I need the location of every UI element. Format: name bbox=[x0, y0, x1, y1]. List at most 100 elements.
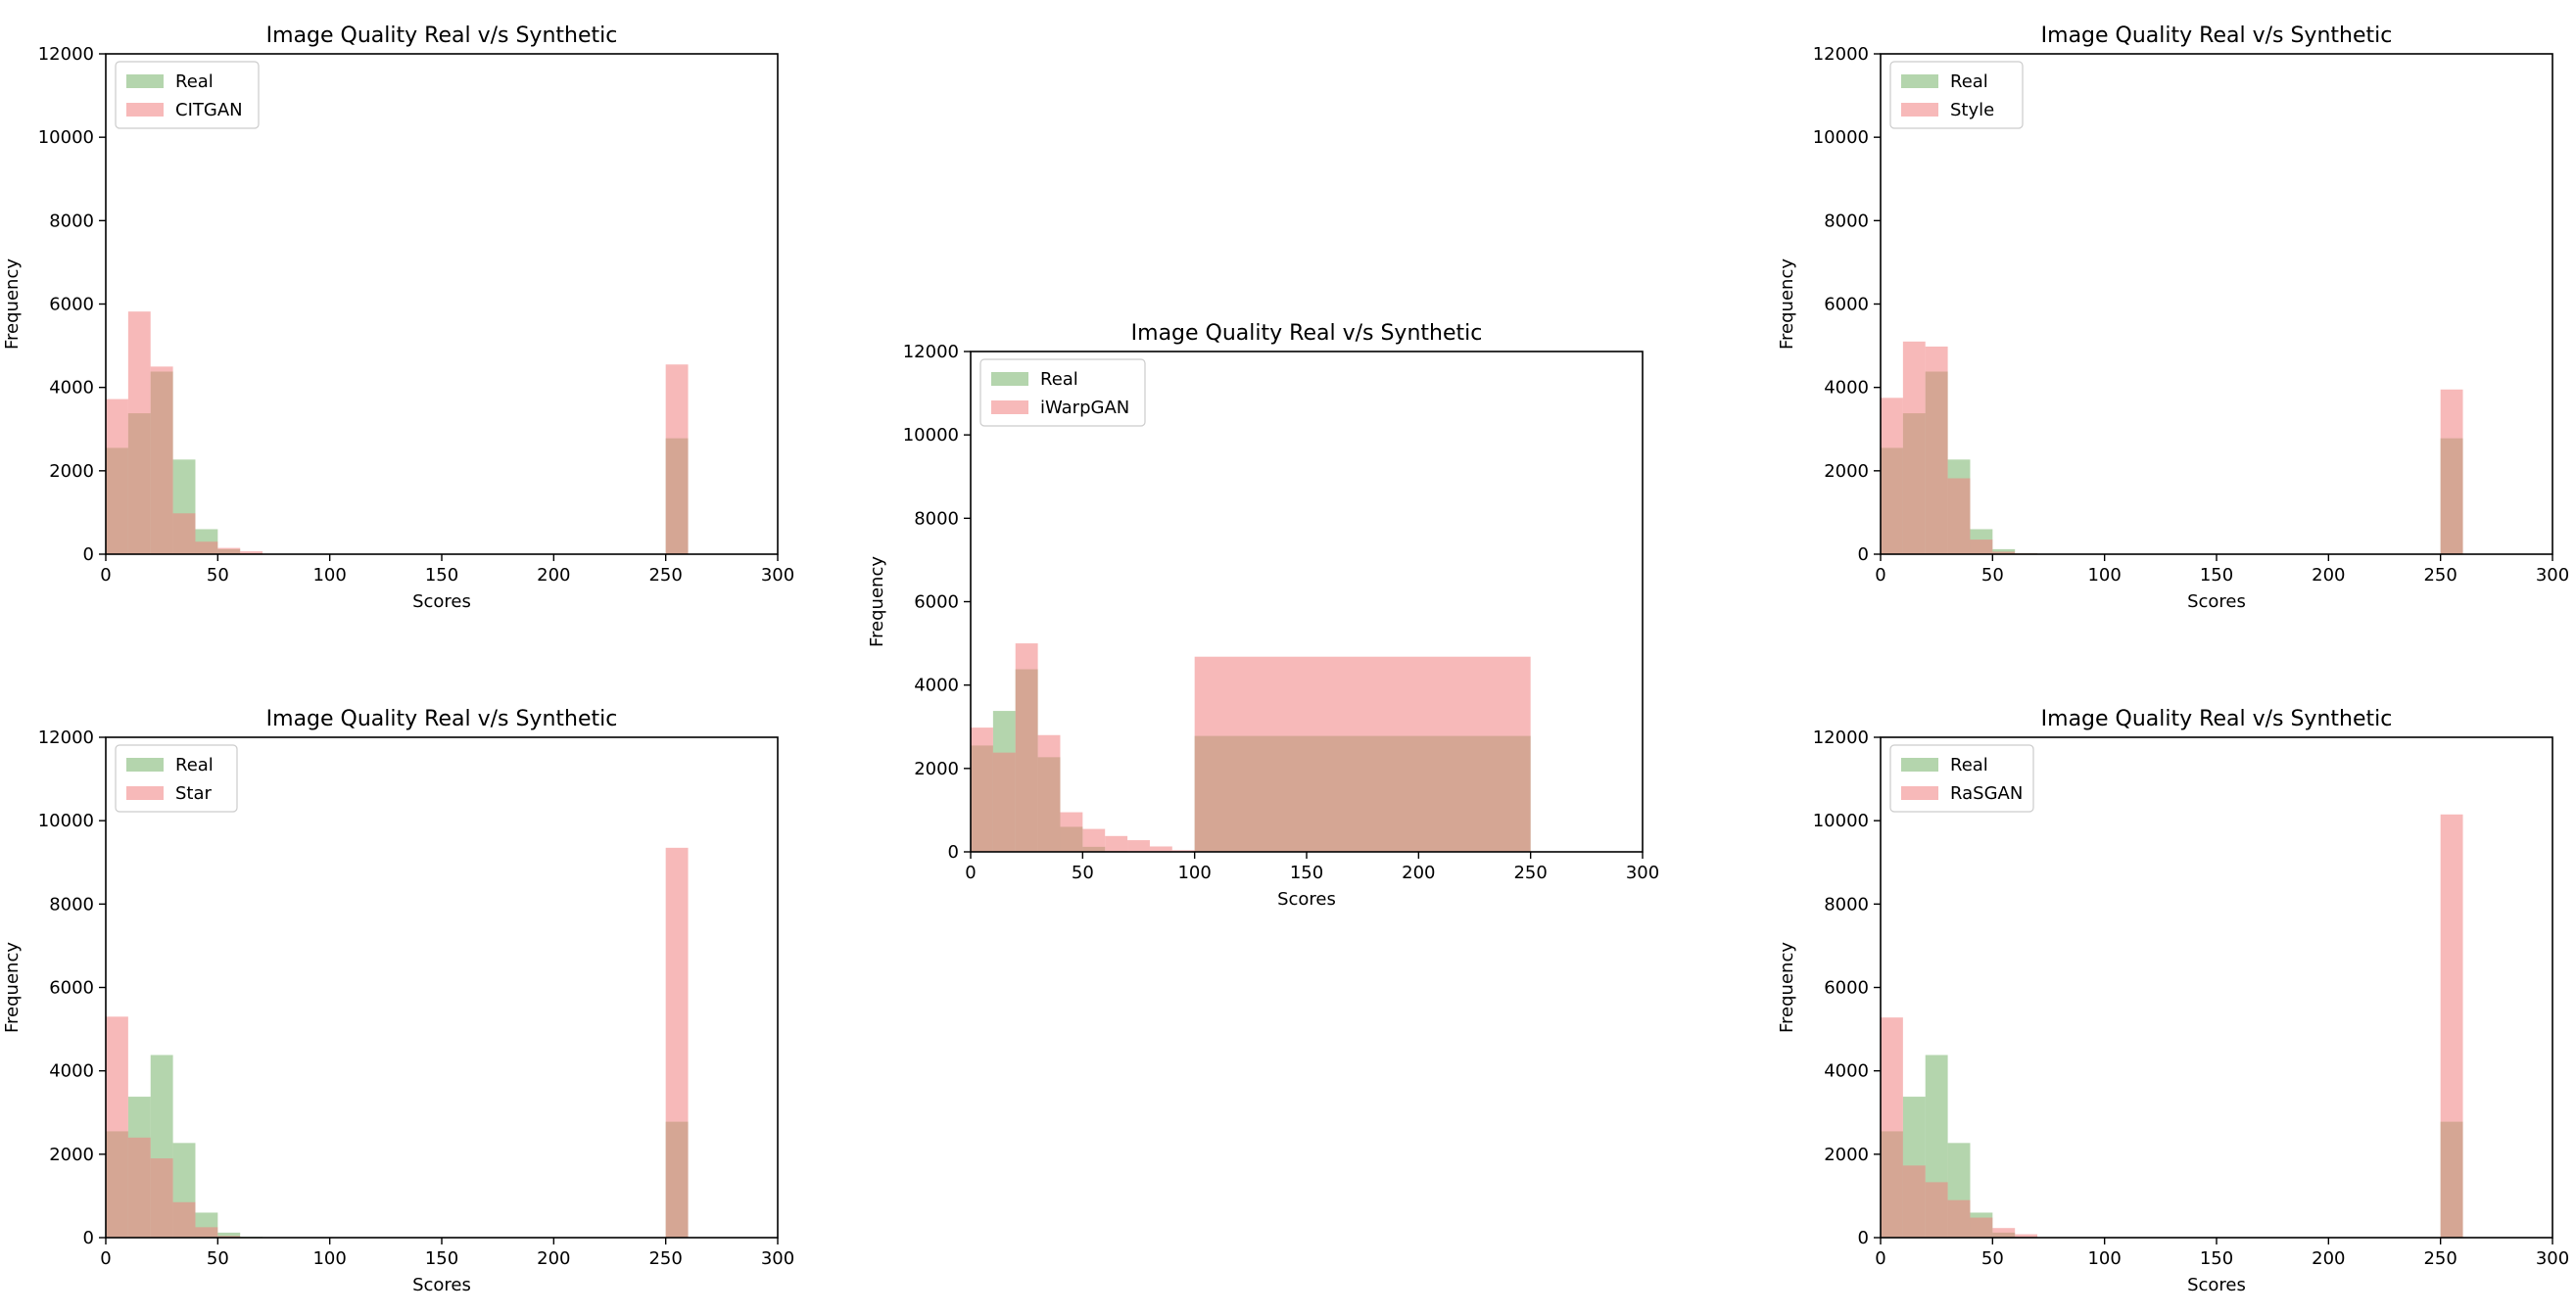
x-tick-label: 300 bbox=[2536, 1248, 2569, 1269]
x-tick-label: 200 bbox=[537, 1248, 570, 1269]
x-axis-label: Scores bbox=[1277, 889, 1336, 910]
legend: Real iWarpGAN bbox=[979, 358, 1146, 427]
x-tick-label: 250 bbox=[2423, 1248, 2457, 1269]
x-tick-label: 250 bbox=[648, 1248, 682, 1269]
y-tick-label: 4000 bbox=[1824, 378, 1869, 399]
bar-iwarpgan-7 bbox=[1127, 840, 1150, 852]
y-tick-label: 10000 bbox=[38, 811, 94, 831]
x-tick-label: 150 bbox=[425, 1248, 458, 1269]
x-tick-label: 150 bbox=[1290, 863, 1323, 883]
legend-swatch-real bbox=[126, 74, 164, 88]
y-tick-label: 10000 bbox=[38, 127, 94, 148]
x-tick-label: 0 bbox=[965, 863, 976, 883]
x-tick-label: 200 bbox=[2312, 1248, 2345, 1269]
bar-iwarpgan-9 bbox=[1171, 850, 1195, 852]
x-tick-label: 0 bbox=[100, 1248, 111, 1269]
x-axis-label: Scores bbox=[2187, 1275, 2246, 1295]
bar-star-8 bbox=[665, 847, 689, 1238]
legend-label-iwarpgan: iWarpGAN bbox=[1040, 398, 1129, 418]
bar-citgan-0 bbox=[106, 399, 128, 554]
legend-label-real: Real bbox=[1950, 755, 1988, 775]
chart-title: Image Quality Real v/s Synthetic bbox=[1131, 321, 1483, 346]
y-tick-label: 12000 bbox=[1813, 727, 1869, 748]
y-tick-label: 0 bbox=[83, 1228, 94, 1248]
chart-title: Image Quality Real v/s Synthetic bbox=[266, 707, 618, 731]
x-tick-label: 300 bbox=[1626, 863, 1659, 883]
series-rasgan bbox=[1881, 814, 2463, 1238]
chart-title: Image Quality Real v/s Synthetic bbox=[2041, 707, 2393, 731]
chart-rasgan: 0 50 100 150 200 250 300 0 2000 4000 6000 8000 10000… bbox=[1777, 707, 2569, 1295]
legend-swatch-real bbox=[991, 372, 1028, 386]
bar-style-3 bbox=[1947, 478, 1971, 554]
y-tick-label: 2000 bbox=[49, 461, 94, 482]
x-tick-label: 300 bbox=[761, 565, 794, 586]
legend: Real CITGAN bbox=[115, 61, 260, 129]
x-tick-label: 300 bbox=[2536, 565, 2569, 586]
legend-swatch-real bbox=[1901, 74, 1938, 88]
bar-citgan-2 bbox=[150, 366, 173, 554]
bar-rasgan-8 bbox=[2440, 814, 2463, 1238]
bar-iwarpgan-1 bbox=[992, 752, 1016, 852]
x-tick-label: 50 bbox=[1981, 1248, 2004, 1269]
y-tick-label: 2000 bbox=[1824, 461, 1869, 482]
bar-rasgan-3 bbox=[1947, 1199, 1971, 1238]
y-axis-label: Frequency bbox=[1777, 258, 1797, 350]
x-tick-label: 300 bbox=[761, 1248, 794, 1269]
chart-style: 0 50 100 150 200 250 300 0 2000 4000 6000 8000 10000… bbox=[1777, 23, 2569, 612]
x-tick-label: 0 bbox=[100, 565, 111, 586]
legend: Real Star bbox=[115, 744, 238, 813]
chart-title: Image Quality Real v/s Synthetic bbox=[266, 23, 618, 48]
x-tick-label: 100 bbox=[1177, 863, 1211, 883]
bar-citgan-5 bbox=[217, 547, 241, 554]
legend-swatch-rasgan bbox=[1901, 786, 1938, 800]
series-iwarpgan bbox=[971, 643, 1531, 852]
bar-star-0 bbox=[106, 1016, 128, 1238]
bar-citgan-8 bbox=[665, 364, 689, 554]
bar-style-8 bbox=[2440, 389, 2463, 554]
x-tick-label: 250 bbox=[1513, 863, 1547, 883]
bar-star-5 bbox=[217, 1236, 241, 1238]
legend-swatch-style bbox=[1901, 103, 1938, 117]
chart-star: 0 50 100 150 200 250 300 0 2000 4000 6000 8000 10000… bbox=[2, 707, 794, 1295]
legend: Real Style bbox=[1889, 61, 2024, 129]
y-tick-label: 4000 bbox=[1824, 1061, 1869, 1082]
y-tick-label: 0 bbox=[948, 842, 959, 863]
y-tick-label: 6000 bbox=[49, 978, 94, 999]
series-style bbox=[1881, 341, 2463, 554]
x-tick-label: 100 bbox=[2087, 1248, 2121, 1269]
bar-rasgan-1 bbox=[1902, 1165, 1926, 1238]
bar-iwarpgan-4 bbox=[1060, 812, 1083, 852]
x-tick-label: 100 bbox=[312, 565, 346, 586]
y-axis-label: Frequency bbox=[2, 942, 23, 1033]
y-tick-label: 0 bbox=[1858, 544, 1869, 565]
legend-label-real: Real bbox=[175, 71, 214, 92]
y-tick-label: 4000 bbox=[49, 378, 94, 399]
chart-citgan: 0 50 100 150 200 250 300 0 2000 4000 6000 8000 10000… bbox=[2, 23, 794, 612]
x-tick-label: 150 bbox=[425, 565, 458, 586]
bar-star-3 bbox=[172, 1201, 196, 1238]
y-tick-label: 6000 bbox=[914, 592, 959, 613]
bar-iwarpgan-2 bbox=[1015, 643, 1038, 852]
bar-style-2 bbox=[1925, 346, 1948, 554]
legend-swatch-star bbox=[126, 786, 164, 800]
x-tick-label: 50 bbox=[1072, 863, 1094, 883]
x-axis-label: Scores bbox=[412, 591, 471, 612]
bar-citgan-3 bbox=[172, 513, 196, 554]
x-tick-label: 250 bbox=[648, 565, 682, 586]
bar-style-5 bbox=[1992, 551, 2016, 554]
bar-rasgan-2 bbox=[1925, 1182, 1948, 1238]
bar-style-0 bbox=[1881, 398, 1903, 554]
y-tick-label: 12000 bbox=[1813, 44, 1869, 65]
series-star bbox=[106, 847, 689, 1238]
y-tick-label: 2000 bbox=[914, 759, 959, 779]
chart-iwarpgan: 0 50 100 150 200 250 300 0 2000 4000 6000 8000 10000… bbox=[867, 321, 1659, 910]
y-tick-label: 6000 bbox=[1824, 295, 1869, 315]
x-tick-label: 150 bbox=[2200, 1248, 2233, 1269]
legend-label-rasgan: RaSGAN bbox=[1950, 783, 2023, 804]
legend-label-citgan: CITGAN bbox=[175, 100, 243, 120]
bar-rasgan-4 bbox=[1970, 1217, 1993, 1238]
bar-rasgan-0 bbox=[1881, 1017, 1903, 1238]
y-axis-label: Frequency bbox=[1777, 942, 1797, 1033]
bar-star-4 bbox=[195, 1227, 218, 1238]
